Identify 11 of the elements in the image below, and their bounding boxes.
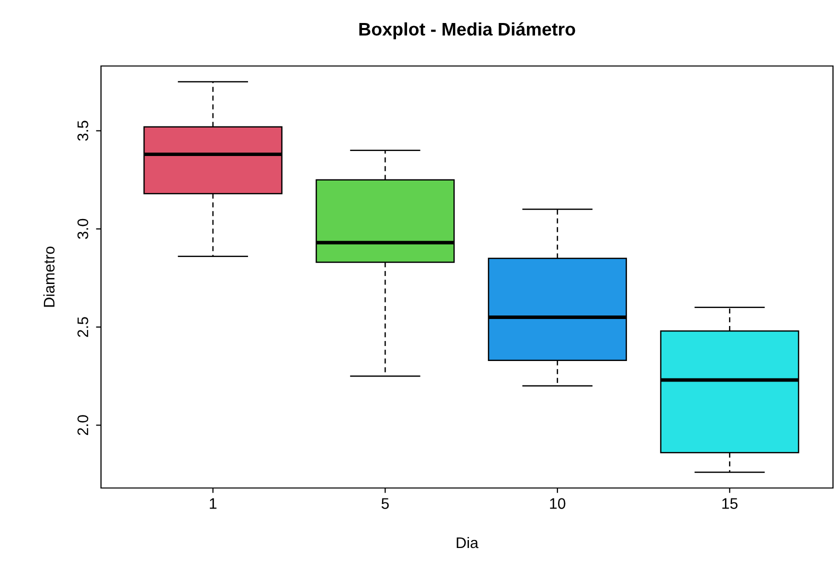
x-tick-label: 15: [722, 498, 738, 509]
x-axis-title: Dia: [456, 536, 478, 548]
x-tick-label: 5: [382, 498, 389, 509]
chart-title: Boxplot - Media Diámetro: [359, 22, 576, 40]
y-tick-label: 2.0: [77, 415, 88, 436]
y-tick-label: 3.0: [77, 218, 88, 239]
y-axis-title: Diametro: [43, 246, 55, 307]
y-tick-label: 2.5: [77, 317, 88, 337]
y-tick-label: 3.5: [77, 120, 88, 141]
x-tick-label: 10: [550, 498, 566, 509]
x-tick-label: 1: [210, 498, 216, 509]
